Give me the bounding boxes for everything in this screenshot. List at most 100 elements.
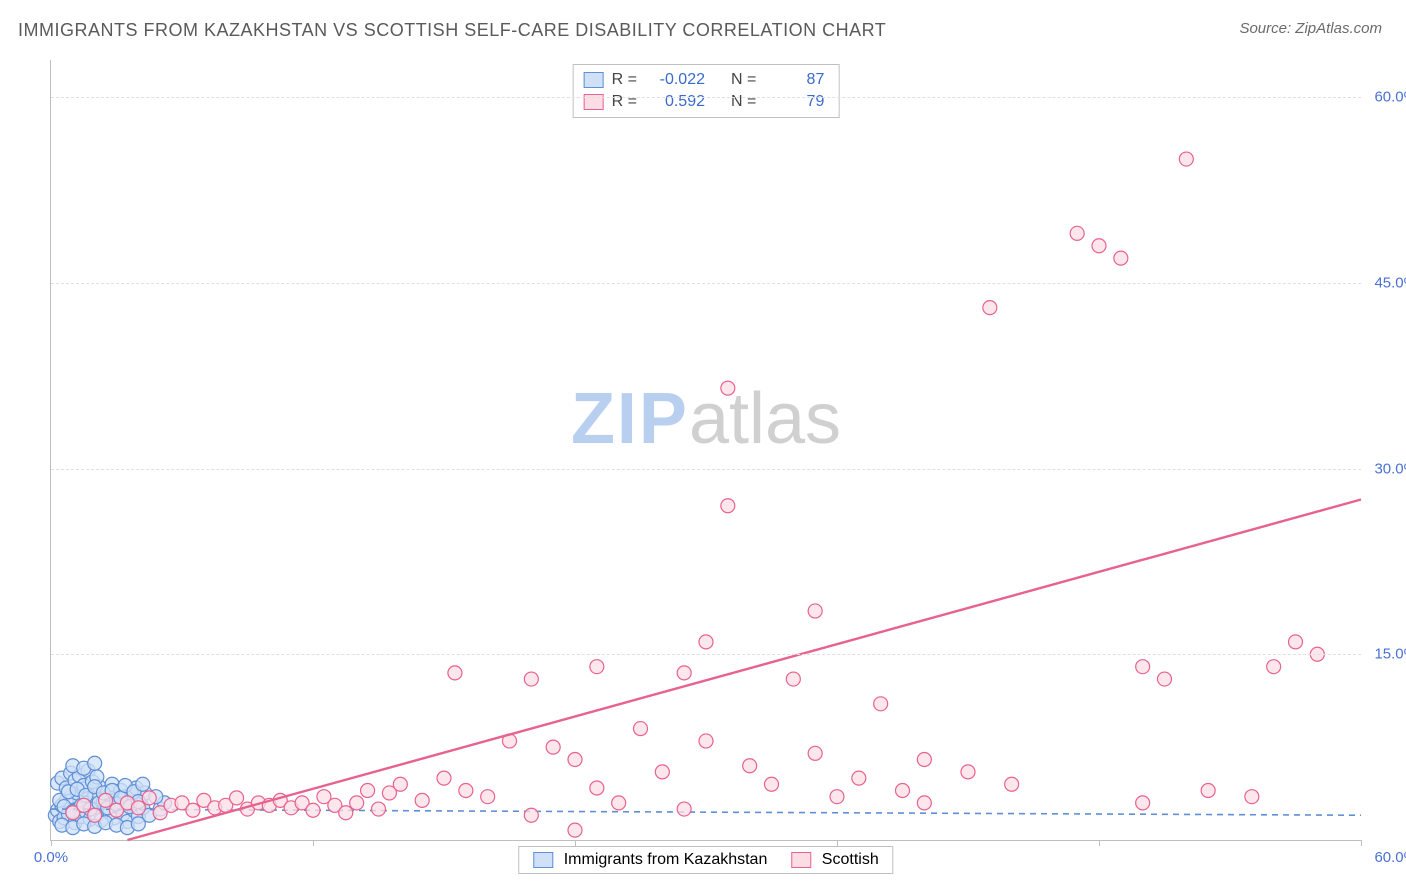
scatter-point <box>1289 635 1303 649</box>
scatter-point <box>568 823 582 837</box>
legend-stats-row-2: R = 0.592 N = 79 <box>584 91 825 113</box>
scatter-point <box>983 301 997 315</box>
gridline <box>51 654 1361 655</box>
legend-swatch-1 <box>584 72 604 88</box>
scatter-point <box>1136 660 1150 674</box>
scatter-point <box>88 756 102 770</box>
legend-stats-row-1: R = -0.022 N = 87 <box>584 69 825 91</box>
scatter-point <box>896 783 910 797</box>
legend-series-name-1: Immigrants from Kazakhstan <box>564 851 768 868</box>
scatter-point <box>677 802 691 816</box>
scatter-point <box>131 801 145 815</box>
xtick <box>1099 840 1100 846</box>
scatter-point <box>546 740 560 754</box>
scatter-point <box>1245 790 1259 804</box>
scatter-point <box>917 753 931 767</box>
scatter-point <box>186 803 200 817</box>
scatter-point <box>1005 777 1019 791</box>
n-value-1: 87 <box>764 69 824 91</box>
scatter-point <box>852 771 866 785</box>
r-value-2: 0.592 <box>645 91 705 113</box>
scatter-point <box>917 796 931 810</box>
scatter-point <box>808 604 822 618</box>
legend-swatch-bottom-1 <box>533 852 553 868</box>
scatter-point <box>372 802 386 816</box>
xtick <box>575 840 576 846</box>
scatter-point <box>743 759 757 773</box>
scatter-point <box>136 777 150 791</box>
xtick <box>1361 840 1362 846</box>
scatter-point <box>448 666 462 680</box>
r-label-2: R = <box>612 91 637 113</box>
scatter-point <box>1070 226 1084 240</box>
scatter-point <box>142 791 156 805</box>
gridline <box>51 469 1361 470</box>
scatter-point <box>459 783 473 797</box>
scatter-point <box>655 765 669 779</box>
scatter-point <box>524 808 538 822</box>
chart-title: IMMIGRANTS FROM KAZAKHSTAN VS SCOTTISH S… <box>18 20 886 41</box>
legend-swatch-bottom-2 <box>791 852 811 868</box>
scatter-point <box>437 771 451 785</box>
scatter-point <box>77 798 91 812</box>
scatter-point <box>612 796 626 810</box>
legend-stats: R = -0.022 N = 87 R = 0.592 N = 79 <box>573 64 840 118</box>
scatter-point <box>415 793 429 807</box>
scatter-point <box>699 635 713 649</box>
scatter-point <box>306 803 320 817</box>
r-value-1: -0.022 <box>645 69 705 91</box>
legend-series: Immigrants from Kazakhstan Scottish <box>518 846 893 874</box>
trend-line <box>127 500 1361 840</box>
scatter-point <box>1158 672 1172 686</box>
svg-layer <box>51 60 1361 840</box>
gridline <box>51 97 1361 98</box>
scatter-point <box>699 734 713 748</box>
scatter-point <box>568 753 582 767</box>
ytick-label: 45.0% <box>1374 274 1406 291</box>
scatter-point <box>590 781 604 795</box>
scatter-point <box>88 808 102 822</box>
scatter-point <box>808 746 822 760</box>
xtick-label: 60.0% <box>1374 849 1406 866</box>
scatter-point <box>1179 152 1193 166</box>
scatter-point <box>1136 796 1150 810</box>
xtick <box>51 840 52 846</box>
scatter-point <box>634 722 648 736</box>
scatter-point <box>1092 239 1106 253</box>
scatter-point <box>481 790 495 804</box>
scatter-point <box>677 666 691 680</box>
ytick-label: 15.0% <box>1374 646 1406 663</box>
ytick-label: 30.0% <box>1374 460 1406 477</box>
scatter-point <box>1114 251 1128 265</box>
n-value-2: 79 <box>764 91 824 113</box>
chart-container: IMMIGRANTS FROM KAZAKHSTAN VS SCOTTISH S… <box>0 0 1406 892</box>
gridline <box>51 283 1361 284</box>
scatter-point <box>524 672 538 686</box>
n-label-1: N = <box>731 69 756 91</box>
scatter-point <box>786 672 800 686</box>
scatter-point <box>393 777 407 791</box>
scatter-point <box>350 796 364 810</box>
n-label-2: N = <box>731 91 756 113</box>
legend-series-name-2: Scottish <box>822 851 879 868</box>
scatter-point <box>961 765 975 779</box>
r-label-1: R = <box>612 69 637 91</box>
scatter-point <box>99 793 113 807</box>
source-label: Source: ZipAtlas.com <box>1239 20 1382 37</box>
ytick-label: 60.0% <box>1374 89 1406 106</box>
scatter-point <box>721 499 735 513</box>
xtick <box>837 840 838 846</box>
scatter-point <box>230 791 244 805</box>
scatter-point <box>361 783 375 797</box>
scatter-point <box>590 660 604 674</box>
scatter-point <box>830 790 844 804</box>
scatter-point <box>765 777 779 791</box>
plot-area: ZIPatlas R = -0.022 N = 87 R = 0.592 N =… <box>50 60 1361 841</box>
xtick <box>313 840 314 846</box>
legend-entry-2: Scottish <box>791 851 878 869</box>
scatter-point <box>721 381 735 395</box>
legend-entry-1: Immigrants from Kazakhstan <box>533 851 767 869</box>
scatter-point <box>874 697 888 711</box>
scatter-point <box>339 806 353 820</box>
scatter-point <box>1267 660 1281 674</box>
